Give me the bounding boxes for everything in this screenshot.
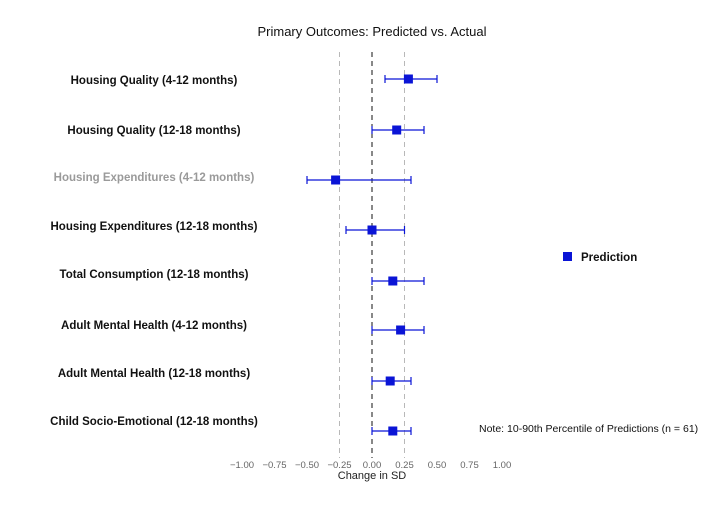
prediction-point [367, 225, 377, 235]
x-tick-label: −0.50 [295, 460, 319, 471]
x-tick-label: −0.75 [262, 460, 286, 471]
category-labels: Housing Quality (4-12 months) Housing Qua… [50, 75, 258, 428]
category-label: Child Socio-Emotional (12-18 months) [50, 416, 258, 428]
category-label: Housing Expenditures (12-18 months) [50, 221, 257, 233]
x-tick-label: 1.00 [493, 460, 512, 471]
x-tick-label: 0.25 [395, 460, 414, 471]
x-tick-label: 0.00 [363, 460, 382, 471]
category-label: Total Consumption (12-18 months) [60, 269, 249, 281]
x-tick-label: −0.25 [327, 460, 351, 471]
prediction-point [392, 125, 402, 135]
category-label: Housing Quality (12-18 months) [67, 125, 240, 137]
prediction-point [388, 276, 398, 286]
chart-title: Primary Outcomes: Predicted vs. Actual [257, 24, 486, 39]
prediction-point [396, 325, 406, 335]
x-tick-label: 0.50 [428, 460, 447, 471]
category-label: Housing Quality (4-12 months) [71, 75, 238, 87]
category-label: Adult Mental Health (12-18 months) [58, 368, 250, 380]
x-axis-label: Change in SD [338, 470, 407, 482]
category-label: Adult Mental Health (4-12 months) [61, 320, 247, 332]
error-bar [306, 176, 412, 184]
prediction-points [331, 74, 413, 436]
error-bar [371, 277, 425, 285]
reference-lines [339, 52, 405, 458]
legend-label: Prediction [581, 252, 637, 264]
legend: Prediction [563, 252, 637, 264]
chart-note: Note: 10-90th Percentile of Predictions … [479, 423, 698, 435]
prediction-point [388, 426, 398, 436]
prediction-point [331, 175, 341, 185]
prediction-point [385, 376, 395, 386]
prediction-point [403, 74, 413, 84]
x-tick-label: 0.75 [460, 460, 479, 471]
legend-swatch [563, 252, 572, 261]
x-axis-ticks: −1.00 −0.75 −0.50 −0.25 0.00 0.25 0.50 0.75 1.00 [230, 460, 511, 471]
x-tick-label: −1.00 [230, 460, 254, 471]
category-label: Housing Expenditures (4-12 months) [54, 172, 255, 184]
